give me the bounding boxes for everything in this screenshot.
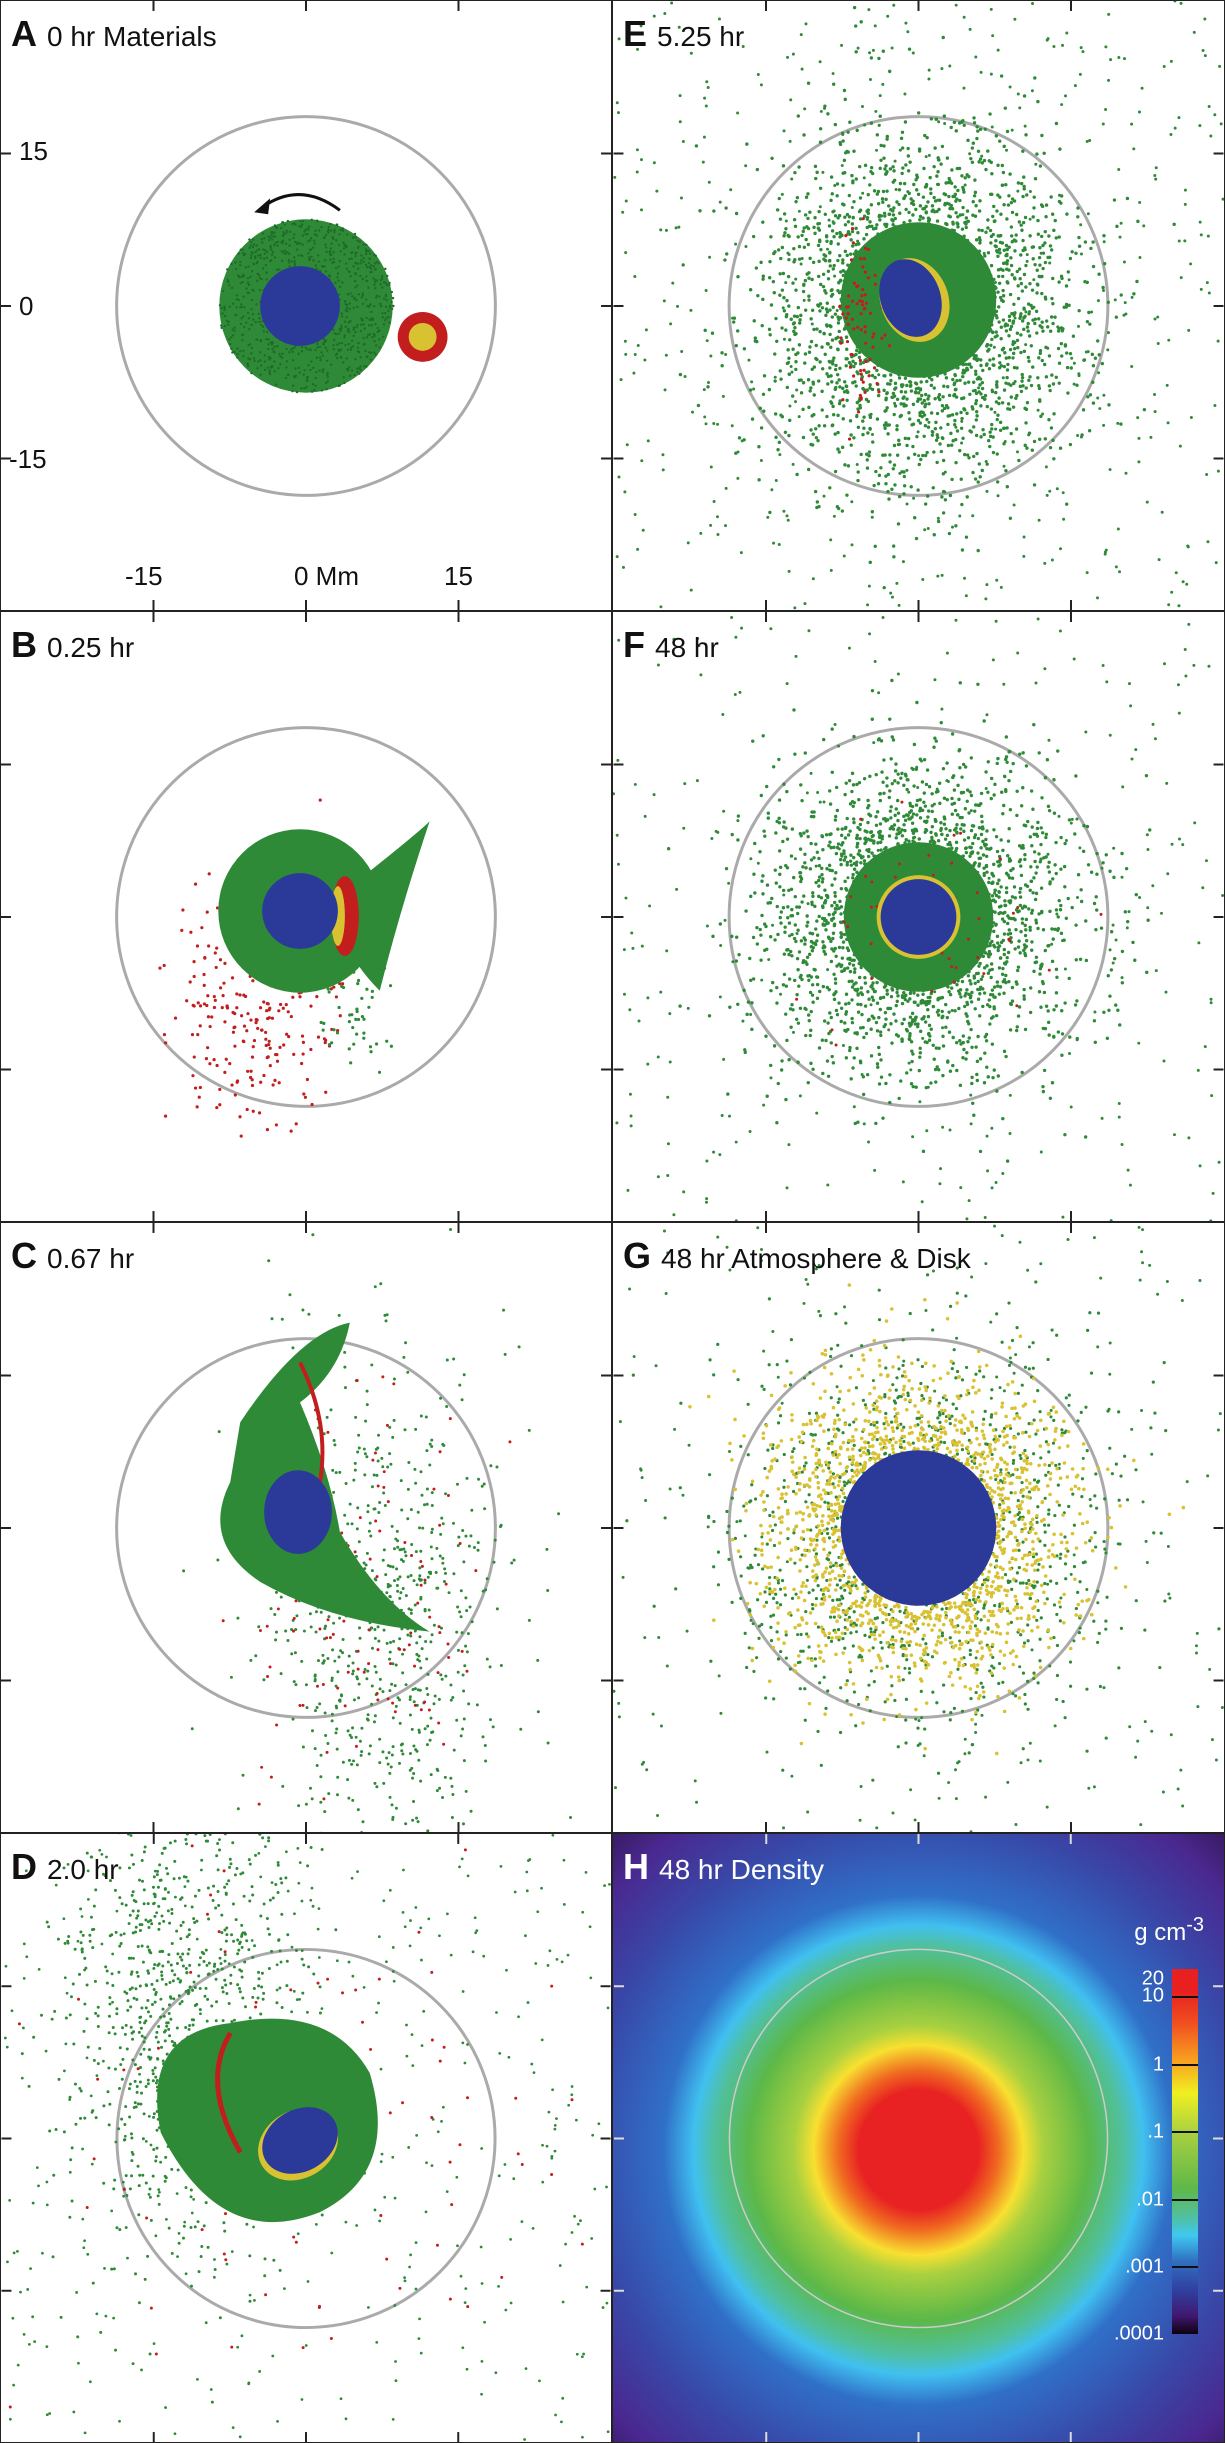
core xyxy=(880,879,957,955)
panel-title: 48 hr Atmosphere & Disk xyxy=(661,1243,971,1274)
panel-title: 5.25 hr xyxy=(657,21,745,52)
simulation-plot xyxy=(1,1223,611,1832)
colorbar-label: 10 xyxy=(1141,1984,1164,2007)
proto-earth-core xyxy=(260,266,340,346)
panel-title: 0.67 hr xyxy=(47,1243,135,1274)
impactor-core xyxy=(408,322,437,351)
particle-group xyxy=(838,217,892,441)
panel-title: 0.25 hr xyxy=(47,632,135,663)
colorbar-label: .01 xyxy=(1136,2188,1164,2211)
particle-group xyxy=(613,1224,1224,1832)
panel-g: G 48 hr Atmosphere & Disk xyxy=(612,1222,1225,1833)
panel-title: 0 hr Materials xyxy=(47,21,217,52)
colorbar-label: .1 xyxy=(1147,2120,1164,2143)
panel-f: F 48 hr xyxy=(612,611,1225,1222)
colorbar: g cm-3 20 10 1 .1 .01 .001 .0001 xyxy=(1114,1914,1204,2354)
colorbar-unit: g cm-3 xyxy=(1134,1914,1204,1946)
simulation-plot xyxy=(613,1223,1224,1832)
roche-limit-circle xyxy=(115,1337,497,1719)
disk-dense xyxy=(157,2018,378,2223)
roche-limit-circle xyxy=(727,115,1110,497)
simulation-plot xyxy=(1,1,611,610)
panel-letter: G xyxy=(623,1235,652,1276)
core xyxy=(264,1470,332,1554)
roche-limit-circle xyxy=(727,1337,1110,1719)
colorbar-gradient xyxy=(1172,1969,1198,2334)
particle-group xyxy=(182,1227,573,1832)
panel-letter: A xyxy=(11,13,37,54)
panel-letter: F xyxy=(623,624,645,665)
roche-limit-circle xyxy=(115,726,497,1108)
simulation-plot xyxy=(613,1,1224,610)
impactor-streak xyxy=(298,1361,325,1483)
proto-earth xyxy=(840,1450,997,1606)
panel-letter: D xyxy=(11,1846,37,1887)
panel-b: B 0.25 hr xyxy=(0,611,612,1222)
roche-limit-circle xyxy=(727,726,1110,1108)
roche-limit-circle xyxy=(728,1948,1109,2329)
arrowhead-icon xyxy=(254,198,271,215)
panel-letter: B xyxy=(11,624,37,665)
panel-a: A 0 hr Materials 15 0 -15 -15 0 Mm 15 xyxy=(0,0,612,611)
rotation-arrow-icon xyxy=(261,193,341,212)
core xyxy=(262,2107,338,2174)
panel-title: 48 hr Density xyxy=(659,1854,824,1885)
colorbar-label: 20 xyxy=(1141,1967,1164,1990)
impactor-streak xyxy=(215,2031,243,2154)
simulation-plot xyxy=(613,612,1224,1221)
colorbar-label: 1 xyxy=(1152,2053,1164,2076)
particle-group xyxy=(20,1834,366,2404)
ejecta-arm xyxy=(339,821,430,991)
colorbar-label: .001 xyxy=(1125,2255,1164,2278)
x-tick-label: -15 xyxy=(125,561,163,591)
y-tick-label: 15 xyxy=(19,136,48,166)
density-plot xyxy=(614,1834,1223,2442)
x-tick-label: 15 xyxy=(444,561,473,591)
panel-d: D 2.0 hr xyxy=(0,1833,612,2443)
panel-h: H 48 hr Density g cm-3 20 10 1 .1 .01 .00… xyxy=(612,1833,1225,2443)
roche-limit-circle xyxy=(115,115,497,497)
simulation-plot xyxy=(1,1834,611,2442)
panel-e: E 5.25 hr xyxy=(612,0,1225,611)
panel-title: 2.0 hr xyxy=(47,1854,119,1885)
core xyxy=(262,873,338,949)
x-tick-label: 0 Mm xyxy=(294,561,359,591)
roche-limit-circle xyxy=(115,1947,497,2330)
panel-title: 48 hr xyxy=(655,632,719,663)
colorbar-label: .0001 xyxy=(1113,2322,1164,2345)
core xyxy=(879,259,942,337)
simulation-plot xyxy=(1,612,611,1221)
panel-letter: H xyxy=(623,1846,649,1887)
panel-c: C 0.67 hr xyxy=(0,1222,612,1833)
y-tick-label: 0 xyxy=(19,291,34,321)
panel-letter: C xyxy=(11,1235,37,1276)
disrupted-mantle xyxy=(220,1322,430,1632)
y-tick-label: -15 xyxy=(9,444,47,474)
panel-letter: E xyxy=(623,13,648,54)
